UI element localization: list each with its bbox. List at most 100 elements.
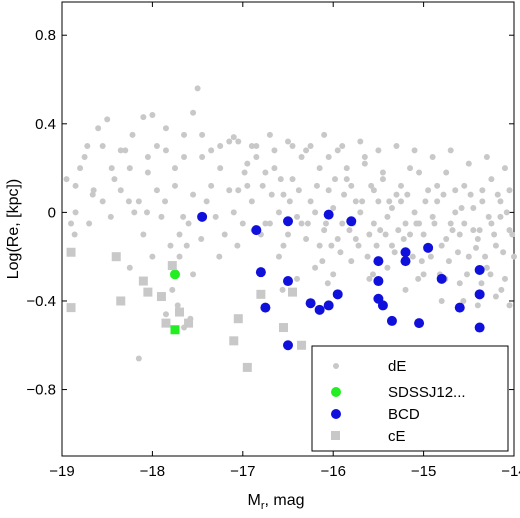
bcd-point (251, 225, 262, 236)
de-point (162, 311, 169, 318)
de-point (129, 131, 136, 138)
de-point (208, 147, 215, 154)
sdssj12-point (170, 269, 180, 280)
de-point (212, 213, 219, 220)
de-point (440, 191, 447, 198)
de-point (506, 187, 513, 194)
bcd-point (255, 267, 266, 278)
de-point (312, 209, 319, 216)
de-point (402, 286, 409, 293)
data-points (63, 85, 517, 372)
bcd-point (283, 340, 293, 351)
de-point (352, 198, 359, 205)
de-point (298, 154, 305, 161)
bcd-point (474, 322, 485, 333)
de-point (341, 191, 348, 198)
bcd-point (332, 289, 343, 300)
de-point (334, 235, 341, 242)
de-point (248, 142, 255, 149)
de-point (443, 169, 450, 176)
de-point (230, 209, 237, 216)
de-point (131, 209, 138, 216)
de-point (348, 258, 355, 265)
de-point (280, 191, 287, 198)
de-point (474, 302, 481, 309)
de-point (298, 220, 305, 227)
de-point (388, 204, 395, 211)
de-point (427, 253, 434, 260)
de-point (77, 165, 84, 172)
de-point (183, 242, 190, 249)
de-point (422, 198, 429, 205)
de-point (143, 209, 150, 216)
de-point (108, 165, 115, 172)
de-point (172, 182, 178, 189)
de-point (400, 235, 407, 242)
x-tick-label: −18 (140, 463, 165, 480)
de-point (454, 249, 461, 256)
de-point (216, 253, 223, 260)
de-point (500, 249, 507, 256)
bcd-point (414, 318, 425, 329)
de-point (388, 242, 395, 249)
de-point (494, 191, 501, 198)
de-point (479, 198, 486, 205)
x-axis-label-rest: , mag (264, 492, 304, 509)
de-point (144, 169, 151, 176)
de-point (122, 147, 129, 154)
de-point (330, 271, 337, 278)
bcd-point (400, 247, 411, 258)
de-point (467, 191, 474, 198)
de-point (169, 286, 176, 293)
de-point (203, 198, 210, 205)
de-point (413, 220, 420, 227)
de-point (491, 231, 498, 238)
bcd-point (197, 211, 208, 222)
de-point (343, 165, 350, 172)
de-point (482, 253, 489, 260)
bcd-point (436, 273, 447, 284)
ce-point (66, 303, 76, 313)
de-point (81, 154, 88, 161)
de-point (375, 147, 382, 154)
x-axis-label: Mr, mag (247, 492, 304, 512)
bcd-point (474, 264, 485, 275)
de-point (248, 198, 255, 205)
de-point (337, 249, 344, 256)
de-point (321, 131, 328, 138)
de-point (447, 147, 454, 154)
de-point (460, 297, 467, 304)
de-point (503, 209, 510, 216)
ce-point (138, 276, 148, 286)
de-point (262, 220, 269, 227)
de-point (328, 242, 335, 249)
de-point (319, 258, 326, 265)
de-point (307, 142, 314, 149)
de-point (253, 142, 260, 149)
de-point (415, 275, 422, 282)
bcd-point (386, 315, 397, 326)
de-point (478, 280, 485, 287)
de-point (135, 198, 142, 205)
de-point (95, 125, 102, 132)
de-point (375, 198, 382, 205)
de-point (172, 165, 178, 172)
de-point (117, 147, 124, 154)
de-point (382, 231, 389, 238)
legend-label-sdss: SDSSJ12... (388, 384, 466, 401)
de-point (199, 154, 206, 161)
y-tick-label: −0.8 (26, 382, 56, 399)
de-point (434, 182, 441, 189)
de-point (253, 154, 260, 161)
de-point (126, 264, 133, 271)
legend-marker-de (333, 363, 339, 369)
de-point (271, 147, 278, 154)
de-point (434, 198, 441, 205)
bcd-point (377, 300, 388, 311)
de-point (111, 176, 118, 183)
de-point (185, 220, 192, 227)
de-point (476, 227, 483, 234)
de-point (370, 187, 377, 194)
de-point (407, 165, 414, 172)
de-point (393, 142, 400, 149)
